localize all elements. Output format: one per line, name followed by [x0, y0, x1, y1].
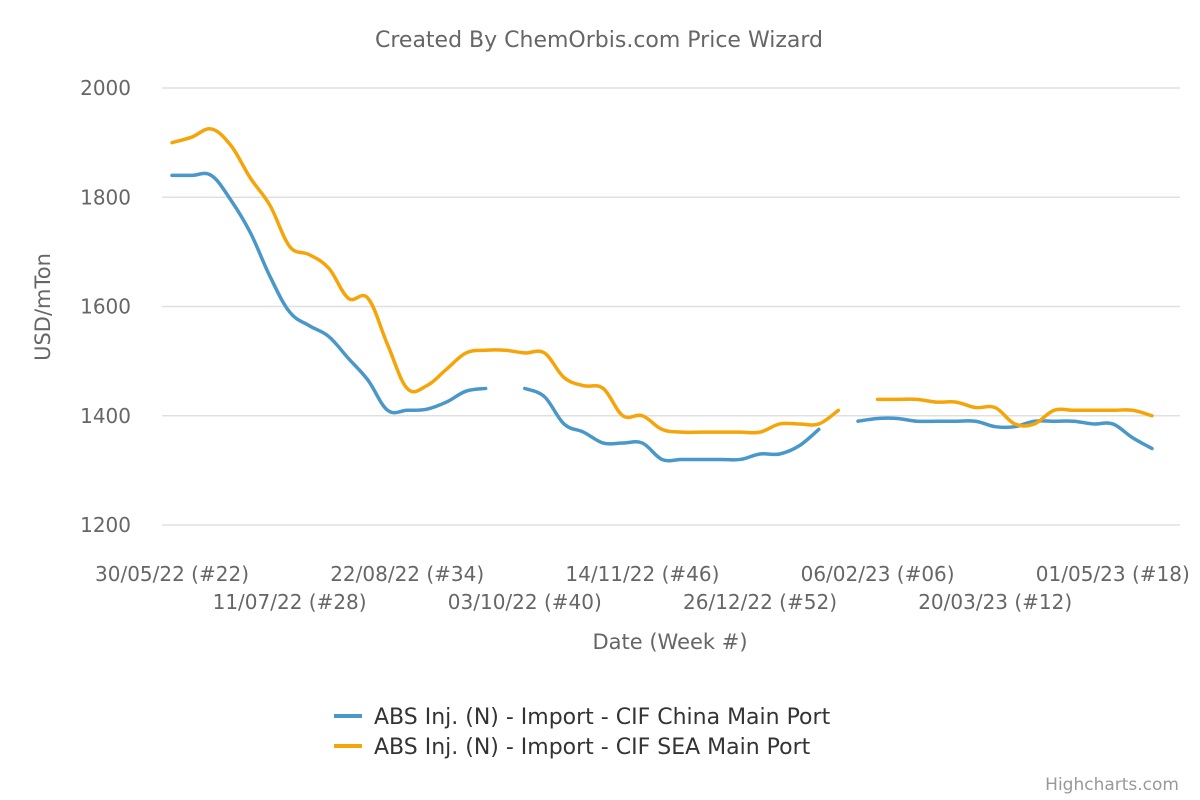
series-line-0[interactable]: [856, 416, 1154, 451]
highcharts-credit[interactable]: Highcharts.com: [1045, 775, 1179, 795]
x-tick-label: 06/02/23 (#06): [801, 562, 955, 586]
y-tick-label: 1800: [80, 185, 131, 209]
series-line-1[interactable]: [170, 127, 841, 435]
x-axis-ticks: 30/05/22 (#22) 11/07/22 (#28) 22/08/22 (#3…: [95, 562, 1190, 614]
y-tick-label: 1400: [80, 404, 131, 428]
x-tick-label: 11/07/22 (#28): [213, 590, 367, 614]
legend-label-china: ABS Inj. (N) - Import - CIF China Main P…: [374, 705, 831, 730]
x-tick-label: 26/12/22 (#52): [683, 590, 837, 614]
legend-item-china[interactable]: ABS Inj. (N) - Import - CIF China Main P…: [334, 705, 831, 730]
chart-title: Created By ChemOrbis.com Price Wizard: [375, 28, 823, 53]
series-line-0[interactable]: [170, 171, 488, 415]
x-tick-label: 20/03/23 (#12): [918, 590, 1072, 614]
x-axis-title: Date (Week #): [592, 630, 747, 654]
series-lines: [170, 127, 1154, 463]
legend-item-sea[interactable]: ABS Inj. (N) - Import - CIF SEA Main Por…: [334, 735, 811, 760]
y-axis-title: USD/mTon: [31, 253, 55, 361]
x-tick-label: 14/11/22 (#46): [565, 562, 719, 586]
grid-lines: [162, 87, 1180, 526]
y-axis-ticks: 2000 1800 1600 1400 1200: [80, 76, 131, 537]
x-tick-label: 30/05/22 (#22): [95, 562, 249, 586]
legend-label-sea: ABS Inj. (N) - Import - CIF SEA Main Por…: [374, 735, 811, 760]
series-line-0[interactable]: [523, 386, 821, 463]
x-tick-label: 01/05/23 (#18): [1036, 562, 1190, 586]
y-tick-label: 1200: [80, 513, 131, 537]
x-tick-label: 22/08/22 (#34): [330, 562, 484, 586]
y-tick-label: 1600: [80, 295, 131, 319]
legend: ABS Inj. (N) - Import - CIF China Main P…: [334, 705, 831, 760]
y-tick-label: 2000: [80, 76, 131, 100]
x-tick-label: 03/10/22 (#40): [448, 590, 602, 614]
series-line-1[interactable]: [875, 397, 1154, 428]
